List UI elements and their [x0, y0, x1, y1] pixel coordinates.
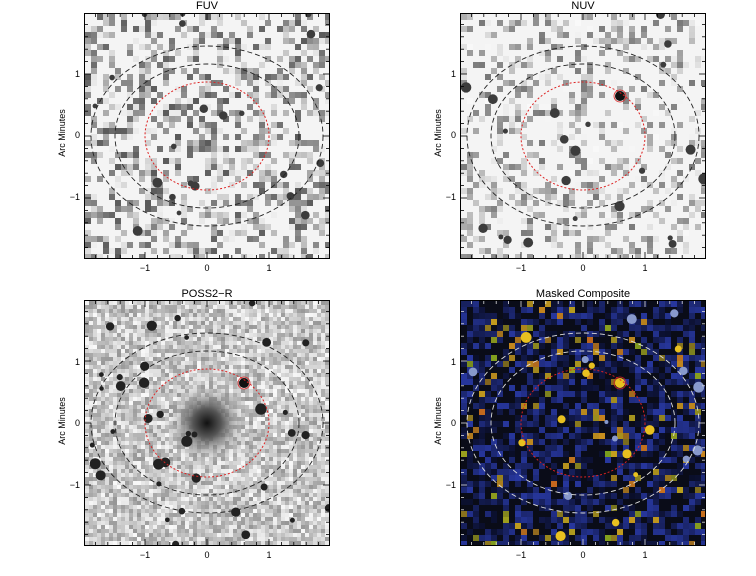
composite-image-panel [460, 300, 706, 546]
xtick-comp-m1: −1 [515, 550, 527, 560]
panel-title-composite: Masked Composite [535, 288, 631, 300]
panel-title-fuv: FUV [196, 0, 218, 12]
xtick-poss-1: 1 [266, 550, 272, 560]
ytick-comp-m1: −1 [445, 480, 456, 490]
panel-title-nuv: NUV [571, 0, 595, 12]
xtick-fuv-0: 0 [204, 263, 210, 273]
xtick-comp-1: 1 [642, 550, 648, 560]
fuv-image-svg [85, 14, 329, 258]
ytick-nuv-0: 0 [450, 130, 456, 140]
poss-image-panel [84, 300, 330, 546]
nuv-image-svg [461, 14, 705, 258]
xtick-fuv-1: 1 [266, 263, 272, 273]
ytick-fuv-0: 0 [74, 130, 80, 140]
xtick-nuv-m1: −1 [515, 263, 527, 273]
ytick-fuv-m1: −1 [69, 192, 80, 202]
ytick-comp-0: 0 [450, 418, 456, 428]
fuv-image-panel [84, 13, 330, 259]
ytick-poss-0: 0 [74, 418, 80, 428]
xtick-poss-0: 0 [204, 550, 210, 560]
ytick-poss-1: 1 [74, 357, 80, 367]
ytick-nuv-1: 1 [450, 69, 456, 79]
xtick-comp-0: 0 [580, 550, 586, 560]
ytick-comp-1: 1 [450, 357, 456, 367]
ytick-fuv-1: 1 [74, 69, 80, 79]
comp-image-svg [461, 301, 705, 545]
ytick-nuv-m1: −1 [445, 192, 456, 202]
xtick-fuv-m1: −1 [139, 263, 151, 273]
xtick-nuv-0: 0 [580, 263, 586, 273]
poss-image-svg [85, 301, 329, 545]
panel-title-poss: POSS2−R [181, 288, 233, 300]
xtick-poss-m1: −1 [139, 550, 151, 560]
ytick-poss-m1: −1 [69, 480, 80, 490]
nuv-image-panel [460, 13, 706, 259]
xtick-nuv-1: 1 [642, 263, 648, 273]
